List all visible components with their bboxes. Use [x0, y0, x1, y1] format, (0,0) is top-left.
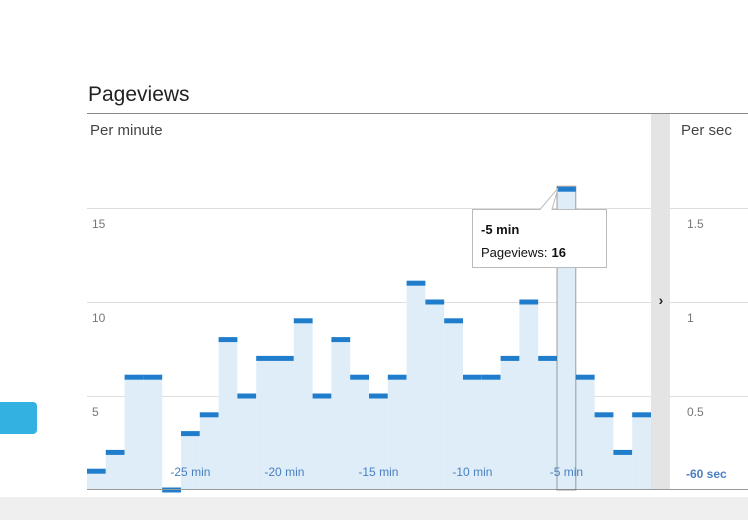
bar-cap	[312, 393, 332, 399]
bar	[199, 414, 219, 490]
bar	[594, 414, 614, 490]
bar	[519, 302, 539, 490]
x-tick-label: -10 min	[452, 465, 492, 479]
bar-cap	[350, 374, 369, 380]
bar-cap	[500, 355, 520, 361]
bar-cap	[613, 449, 633, 455]
bar-cap	[575, 374, 595, 380]
bar-cap	[237, 393, 257, 399]
side-y-tick-label: 1.5	[687, 217, 704, 231]
bar	[481, 377, 501, 490]
bar-cap	[275, 355, 294, 361]
bar-cap	[256, 355, 275, 361]
panel-divider[interactable]	[651, 114, 670, 490]
bar	[143, 377, 163, 490]
tooltip-series: Pageviews:	[481, 245, 547, 260]
chart-subtitle: Per minute	[90, 122, 163, 139]
x-tick-label: -5 min	[550, 465, 583, 479]
bar	[538, 358, 557, 490]
bar	[312, 396, 332, 490]
bar	[463, 377, 482, 490]
hover-column	[556, 185, 577, 491]
bar	[350, 377, 369, 490]
side-y-tick-label: 0.5	[687, 405, 704, 419]
bar	[275, 358, 294, 490]
bar-cap	[519, 299, 539, 305]
bar-cap	[143, 374, 163, 380]
tooltip-box	[472, 187, 607, 268]
y-tick-label: 5	[92, 405, 99, 419]
bar-cap	[387, 374, 407, 380]
bar	[181, 433, 200, 490]
bar-cap	[124, 374, 144, 380]
bar-cap	[87, 468, 106, 474]
bar-cap	[331, 337, 351, 343]
bar	[613, 452, 633, 490]
bar	[87, 471, 106, 490]
bar	[218, 339, 238, 490]
bar-cap	[406, 280, 426, 286]
x-tick-label: -15 min	[358, 465, 398, 479]
tooltip-line: Pageviews: 16	[481, 245, 566, 260]
side-panel: Per sec 0.5 1 1.5 -60 sec	[670, 122, 748, 481]
tooltip-title: -5 min	[481, 222, 519, 237]
expand-arrow[interactable]: ›	[659, 292, 664, 308]
bar	[293, 320, 313, 490]
bar	[406, 283, 426, 490]
side-plot: 0.5 1 1.5	[670, 208, 748, 419]
bar-cap	[481, 374, 501, 380]
bar	[369, 396, 388, 490]
bar-cap	[594, 412, 614, 418]
bar-cap	[425, 299, 445, 305]
bar	[425, 302, 445, 490]
plot: 5 10 15 -25 min -20 min -15 min -10 min -5 min	[87, 186, 748, 493]
bar-cap	[463, 374, 482, 380]
bar-cap	[293, 318, 313, 324]
bar	[500, 358, 520, 490]
bar	[237, 396, 257, 490]
bar	[105, 452, 125, 490]
x-tick-label: -20 min	[264, 465, 304, 479]
bar	[387, 377, 407, 490]
bar	[575, 377, 595, 490]
bar-cap	[557, 186, 576, 192]
bar	[124, 377, 144, 490]
bar-cap	[218, 337, 238, 343]
side-button[interactable]	[0, 402, 37, 434]
bar-cap	[538, 355, 557, 361]
bar-cap	[444, 318, 463, 324]
footer-band	[0, 497, 748, 520]
tooltip: -5 min Pageviews: 16	[472, 185, 607, 491]
x-tick-label: -25 min	[170, 465, 210, 479]
bar-cap	[199, 412, 219, 418]
bar	[632, 414, 651, 490]
bar-cap	[105, 449, 125, 455]
side-y-tick-label: 1	[687, 311, 694, 325]
chart-title: Pageviews	[88, 83, 190, 106]
tooltip-value: 16	[551, 245, 565, 260]
y-tick-label: 15	[92, 217, 106, 231]
side-subtitle: Per sec	[681, 122, 732, 139]
y-tick-label: 10	[92, 311, 106, 325]
bar-cap	[632, 412, 651, 418]
bar	[331, 339, 351, 490]
bar	[444, 320, 463, 490]
bar-cap	[369, 393, 388, 399]
bar	[256, 358, 275, 490]
side-x-label: -60 sec	[686, 467, 727, 481]
bar-cap	[181, 431, 200, 437]
